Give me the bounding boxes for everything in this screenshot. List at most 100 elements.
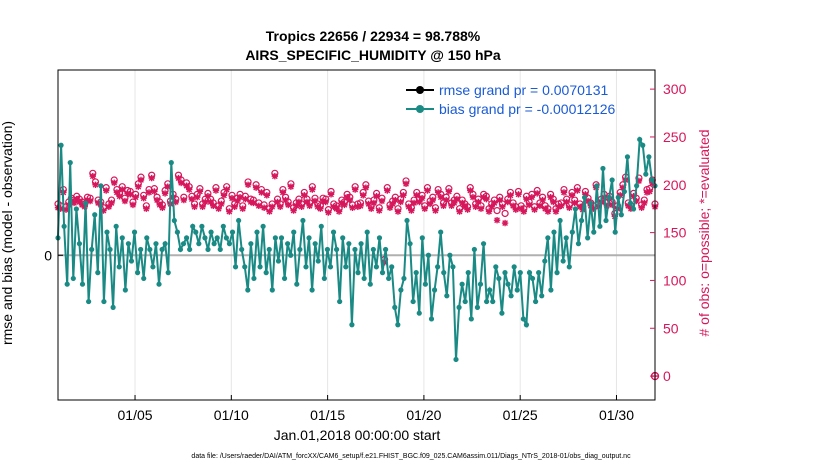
bias-marker: [364, 229, 370, 235]
count-evaluated-marker: [475, 198, 482, 206]
bias-marker: [597, 223, 603, 229]
count-evaluated-marker: [426, 200, 434, 208]
left-y-axis-label: rmse and bias (model - observation): [0, 121, 15, 345]
bias-marker: [245, 287, 251, 293]
bias-marker: [606, 194, 612, 200]
count-evaluated-marker: [260, 204, 268, 211]
bias-marker: [618, 212, 624, 218]
bias-marker: [110, 304, 116, 310]
bias-marker: [61, 223, 67, 229]
bias-marker: [242, 264, 248, 270]
count-evaluated-marker: [491, 199, 498, 207]
count-evaluated-marker: [536, 202, 544, 210]
bias-marker: [447, 252, 453, 258]
bias-marker: [257, 264, 263, 270]
count-evaluated-marker: [643, 189, 651, 196]
x-tick-label: 01/05: [118, 407, 153, 423]
bias-marker: [196, 241, 202, 247]
left-y-tick-label: 0: [44, 247, 52, 263]
count-evaluated-marker: [102, 187, 110, 194]
right-y-tick-label: 0: [663, 368, 671, 384]
bias-marker: [591, 229, 597, 235]
count-evaluated-marker: [212, 187, 220, 194]
bias-marker: [343, 264, 349, 270]
bias-marker: [490, 298, 496, 305]
bias-marker: [578, 217, 585, 224]
bias-marker: [542, 258, 548, 264]
count-evaluated-marker: [571, 199, 578, 207]
bias-marker: [309, 287, 315, 293]
count-evaluated-marker: [461, 203, 469, 210]
count-evaluated-marker: [183, 182, 190, 189]
legend-bias-label: bias grand pr = -0.00012126: [439, 101, 616, 117]
bias-marker: [64, 281, 70, 287]
count-evaluated-marker: [108, 199, 115, 207]
bias-marker: [395, 322, 401, 328]
bias-marker: [113, 223, 119, 229]
count-evaluated-marker: [603, 202, 611, 210]
count-evaluated-marker: [218, 200, 225, 208]
count-evaluated-marker: [333, 205, 340, 212]
bias-marker: [119, 235, 125, 241]
count-evaluated-marker: [362, 184, 370, 191]
bias-marker: [410, 298, 416, 305]
bias-marker: [232, 264, 239, 270]
count-evaluated-marker: [135, 183, 142, 190]
count-evaluated-marker: [520, 208, 528, 215]
bias-marker: [107, 246, 113, 253]
count-evaluated-marker: [236, 194, 244, 201]
count-evaluated-marker: [389, 200, 396, 208]
count-evaluated-marker: [346, 196, 354, 204]
bias-marker: [413, 270, 419, 276]
count-evaluated-marker: [477, 205, 485, 212]
bias-marker: [649, 177, 655, 183]
bias-marker: [260, 223, 266, 229]
bias-marker: [135, 270, 141, 276]
count-evaluated-marker: [552, 208, 560, 215]
count-evaluated-marker: [392, 196, 399, 204]
bias-marker: [563, 235, 569, 241]
x-tick-label: 01/30: [599, 407, 634, 423]
count-evaluated-marker: [539, 196, 546, 204]
count-evaluated-marker: [625, 202, 632, 210]
count-evaluated-marker: [641, 199, 648, 207]
bias-marker: [459, 281, 465, 287]
bias-marker: [416, 310, 422, 316]
bias-marker: [566, 264, 572, 270]
count-evaluated-marker: [501, 219, 509, 227]
bias-marker: [588, 200, 594, 206]
count-evaluated-marker: [555, 203, 562, 210]
bias-marker: [425, 252, 432, 258]
bias-marker: [116, 264, 122, 270]
bias-marker: [471, 246, 477, 253]
chart-subtitle: AIRS_SPECIFIC_HUMIDITY @ 150 hPa: [245, 47, 501, 63]
count-possible-marker: [493, 207, 501, 215]
bias-marker: [278, 235, 285, 241]
count-evaluated-marker: [448, 202, 455, 210]
count-evaluated-marker: [271, 172, 279, 180]
bias-marker: [162, 241, 168, 247]
bias-marker: [98, 183, 104, 189]
count-evaluated-marker: [247, 198, 254, 206]
count-evaluated-marker: [472, 203, 479, 210]
bias-marker: [603, 217, 609, 224]
plot-frame: [57, 69, 656, 401]
chart-title: Tropics 22656 / 22934 = 98.788%: [266, 28, 481, 44]
count-evaluated-marker: [86, 197, 94, 205]
count-evaluated-marker: [413, 192, 420, 199]
bias-marker: [95, 270, 101, 276]
bias-marker: [600, 165, 606, 172]
count-evaluated-marker: [202, 198, 209, 206]
count-evaluated-marker: [156, 201, 163, 209]
bias-marker: [480, 241, 487, 247]
bias-marker: [517, 270, 523, 276]
count-evaluated-marker: [437, 194, 445, 201]
bias-marker: [205, 246, 211, 253]
right-y-axis-label: # of obs: o=possible; *=evaluated: [696, 129, 712, 336]
bias-marker: [165, 270, 171, 276]
bias-marker: [373, 264, 379, 270]
bias-marker: [248, 241, 254, 247]
count-evaluated-marker: [368, 205, 375, 212]
bias-marker: [487, 287, 493, 293]
bias-marker: [220, 223, 226, 229]
